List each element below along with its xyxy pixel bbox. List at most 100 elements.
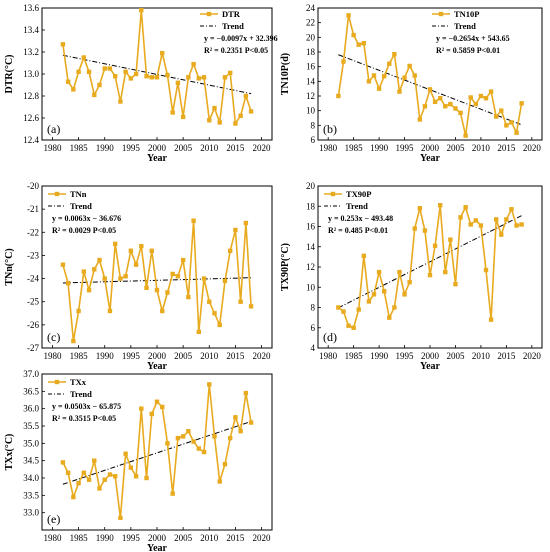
data-point [186,75,191,80]
y-axis-label: DTR(°C) [4,55,15,94]
data-point [238,113,243,118]
data-point [128,465,134,470]
data-point [76,481,81,486]
data-point [76,308,81,314]
legend-series-label: TNn [70,189,87,199]
chart-panel: 1980 1985 1990 1995 2000 2005 2010 2015 2020 6 8 10… [280,3,543,164]
data-point [341,309,346,314]
data-point [346,13,351,18]
x-tick-label: 2015 [226,351,245,361]
data-point [123,69,128,74]
data-point [493,217,499,222]
data-point [154,75,160,80]
y-tick-label: 35.5 [23,421,39,431]
data-point [371,73,377,78]
trend-equation: y = −0.0097x + 32.396 [204,34,278,43]
data-point [107,472,113,477]
data-point [170,110,175,115]
data-point [432,243,438,248]
y-tick-label: 14 [306,76,316,86]
y-tick-label: 35.0 [23,438,39,448]
trend-line [62,54,252,95]
data-point [128,248,134,253]
data-point [504,123,509,128]
data-point [191,218,196,223]
y-tick-label: -27 [27,343,39,353]
data-point [499,108,504,113]
x-tick-label: 1995 [396,351,415,361]
y-tick-label: 12.4 [23,135,39,145]
data-point [76,69,81,74]
data-point [144,285,149,291]
data-point [361,253,367,259]
y-tick-label: -20 [27,181,39,191]
data-point [443,269,448,275]
data-point [128,76,134,81]
data-point [227,435,233,441]
data-point [504,217,509,222]
data-point [483,96,489,101]
x-tick-label: 2020 [253,533,272,543]
data-point [488,89,494,94]
data-point [412,226,417,231]
data-point [402,292,407,297]
data-point [356,307,361,312]
x-tick-label: 2005 [446,351,465,361]
data-point [160,308,165,314]
data-point [112,241,118,247]
data-point [180,114,186,120]
x-tick-label: 2005 [174,533,193,543]
x-tick-label: 2000 [421,351,440,361]
x-tick-label: 1985 [345,143,364,153]
x-tick-label: 2015 [226,143,245,153]
x-tick-label: 1980 [319,143,338,153]
data-point [196,329,202,334]
legend: TN10P Trend y = −0.2654x + 543.65 R² = 0.58… [432,9,510,55]
y-axis-label: TX90P(°C) [280,243,291,291]
series-line [337,205,522,329]
data-point [133,474,139,479]
y-tick-label: 22 [306,18,315,28]
data-point [499,232,504,237]
trend-equation: y = 0.253x − 493.48 [328,214,393,223]
data-point [493,114,499,119]
x-tick-label: 2010 [472,143,491,153]
data-point [133,71,139,77]
data-point [71,494,76,500]
data-point [160,404,165,410]
data-point [86,287,92,293]
x-tick-label: 1985 [70,533,89,543]
x-tick-label: 1985 [70,143,89,153]
x-tick-label: 2010 [200,351,219,361]
data-point [478,93,484,99]
data-point [402,75,407,80]
data-point [243,390,249,396]
trend-equation: y = 0.0503x − 65.875 [52,402,121,411]
x-tick-label: 2010 [200,143,219,153]
legend-series-marker [330,191,336,197]
y-tick-label: 36.0 [23,404,39,414]
data-point [448,237,453,242]
data-point [149,248,154,253]
x-tick-label: 2015 [497,351,516,361]
data-point [86,69,92,74]
data-point [102,477,107,482]
y-tick-label: 20 [306,181,316,191]
chart-panel: 1980 1985 1990 1995 2000 2005 2010 2015 2020 -27 -… [4,181,273,372]
data-point [97,257,102,263]
data-point [175,274,181,279]
data-point [180,434,186,439]
data-point [448,101,453,107]
data-point [139,406,144,411]
legend-series-label: DTR [222,9,241,19]
x-tick-label: 2020 [253,143,272,153]
chart-panel: 1980 1985 1990 1995 2000 2005 2010 2015 20204681… [280,181,543,372]
x-tick-label: 1990 [96,143,115,153]
data-point [248,420,254,425]
data-point [376,269,382,275]
data-point [165,441,170,446]
data-point [473,101,479,107]
data-point [341,59,346,64]
data-point [144,475,149,481]
legend: TXx Trend y = 0.0503x − 65.875 R² = 0.3515 … [48,377,121,423]
